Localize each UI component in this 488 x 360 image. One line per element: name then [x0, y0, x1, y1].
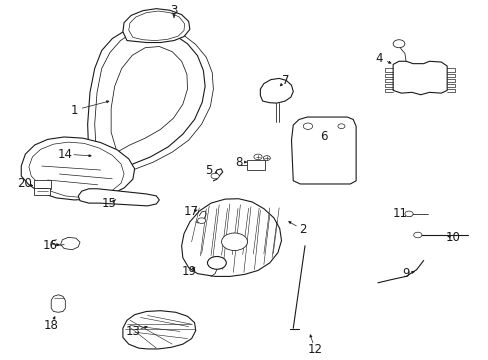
Text: 13: 13	[125, 325, 140, 338]
Polygon shape	[111, 46, 187, 152]
Circle shape	[392, 40, 404, 48]
Circle shape	[221, 233, 247, 251]
Circle shape	[253, 154, 262, 160]
Text: 9: 9	[402, 267, 409, 280]
Circle shape	[197, 218, 205, 224]
Text: 4: 4	[375, 52, 383, 65]
FancyBboxPatch shape	[34, 188, 50, 195]
Text: 1: 1	[70, 104, 78, 117]
Text: 16: 16	[43, 239, 58, 252]
Text: 10: 10	[445, 231, 460, 244]
Circle shape	[211, 173, 219, 179]
Circle shape	[404, 211, 412, 217]
Circle shape	[263, 156, 270, 161]
Text: 18: 18	[43, 319, 58, 332]
Polygon shape	[61, 237, 80, 250]
Text: 14: 14	[58, 148, 73, 161]
Text: 20: 20	[17, 177, 32, 190]
Polygon shape	[181, 199, 281, 276]
Circle shape	[207, 257, 226, 269]
Text: 8: 8	[234, 156, 242, 168]
Polygon shape	[122, 9, 189, 42]
Polygon shape	[78, 189, 159, 206]
FancyBboxPatch shape	[34, 180, 51, 189]
Text: 12: 12	[307, 343, 322, 356]
Text: 5: 5	[205, 163, 212, 176]
Text: 7: 7	[281, 74, 289, 87]
Circle shape	[303, 123, 312, 129]
Polygon shape	[291, 117, 355, 184]
Text: 3: 3	[170, 4, 177, 17]
FancyBboxPatch shape	[247, 160, 264, 170]
Text: 15: 15	[102, 197, 117, 210]
Text: 6: 6	[320, 130, 327, 143]
Text: 19: 19	[181, 265, 196, 278]
Polygon shape	[21, 137, 134, 200]
Text: 2: 2	[299, 223, 306, 236]
Polygon shape	[122, 311, 195, 349]
Polygon shape	[51, 295, 65, 312]
Text: 11: 11	[392, 207, 407, 220]
Text: 17: 17	[184, 205, 199, 219]
Polygon shape	[87, 27, 205, 180]
Circle shape	[337, 124, 344, 129]
Polygon shape	[392, 61, 446, 95]
Circle shape	[413, 232, 421, 238]
Polygon shape	[260, 78, 293, 103]
